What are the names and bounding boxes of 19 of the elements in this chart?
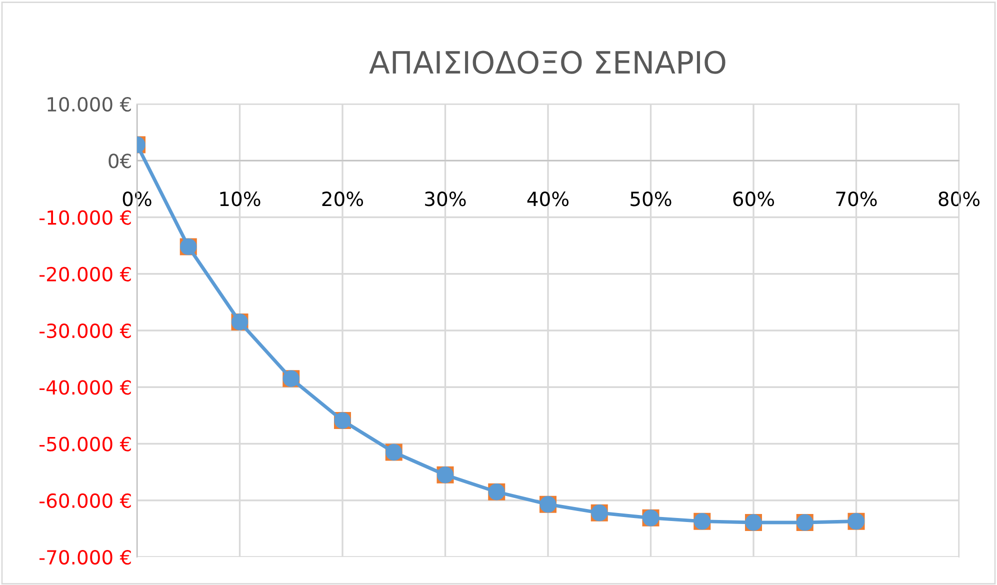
- x-tick-label: 30%: [425, 192, 466, 206]
- y-tick-label: -20.000 €: [39, 266, 131, 282]
- y-tick-label: -70.000 €: [39, 550, 131, 565]
- x-tick-label: 80%: [938, 192, 980, 206]
- x-tick-label: 0%: [122, 192, 152, 206]
- x-tick-label: 60%: [733, 192, 774, 206]
- x-tick-label: 20%: [322, 192, 364, 206]
- y-tick-label: -60.000 €: [39, 493, 131, 508]
- y-tick-label: -50.000 €: [39, 436, 131, 452]
- y-tick-label: -40.000 €: [39, 380, 131, 395]
- y-tick-label: -10.000 €: [39, 210, 131, 225]
- x-tick-label: 40%: [527, 192, 569, 206]
- x-tick-label: 70%: [836, 192, 877, 206]
- chart-title: ΑΠΑΙΣΙΟΔΟΞΟ ΣΕΝΑΡΙΟ: [369, 50, 726, 74]
- y-tick-label: 0€: [108, 154, 131, 168]
- x-tick-label: 10%: [220, 192, 260, 206]
- y-tick-label: -30.000 €: [39, 323, 131, 338]
- y-tick-label: 10.000 €: [48, 96, 131, 112]
- x-tick-label: 50%: [630, 192, 672, 206]
